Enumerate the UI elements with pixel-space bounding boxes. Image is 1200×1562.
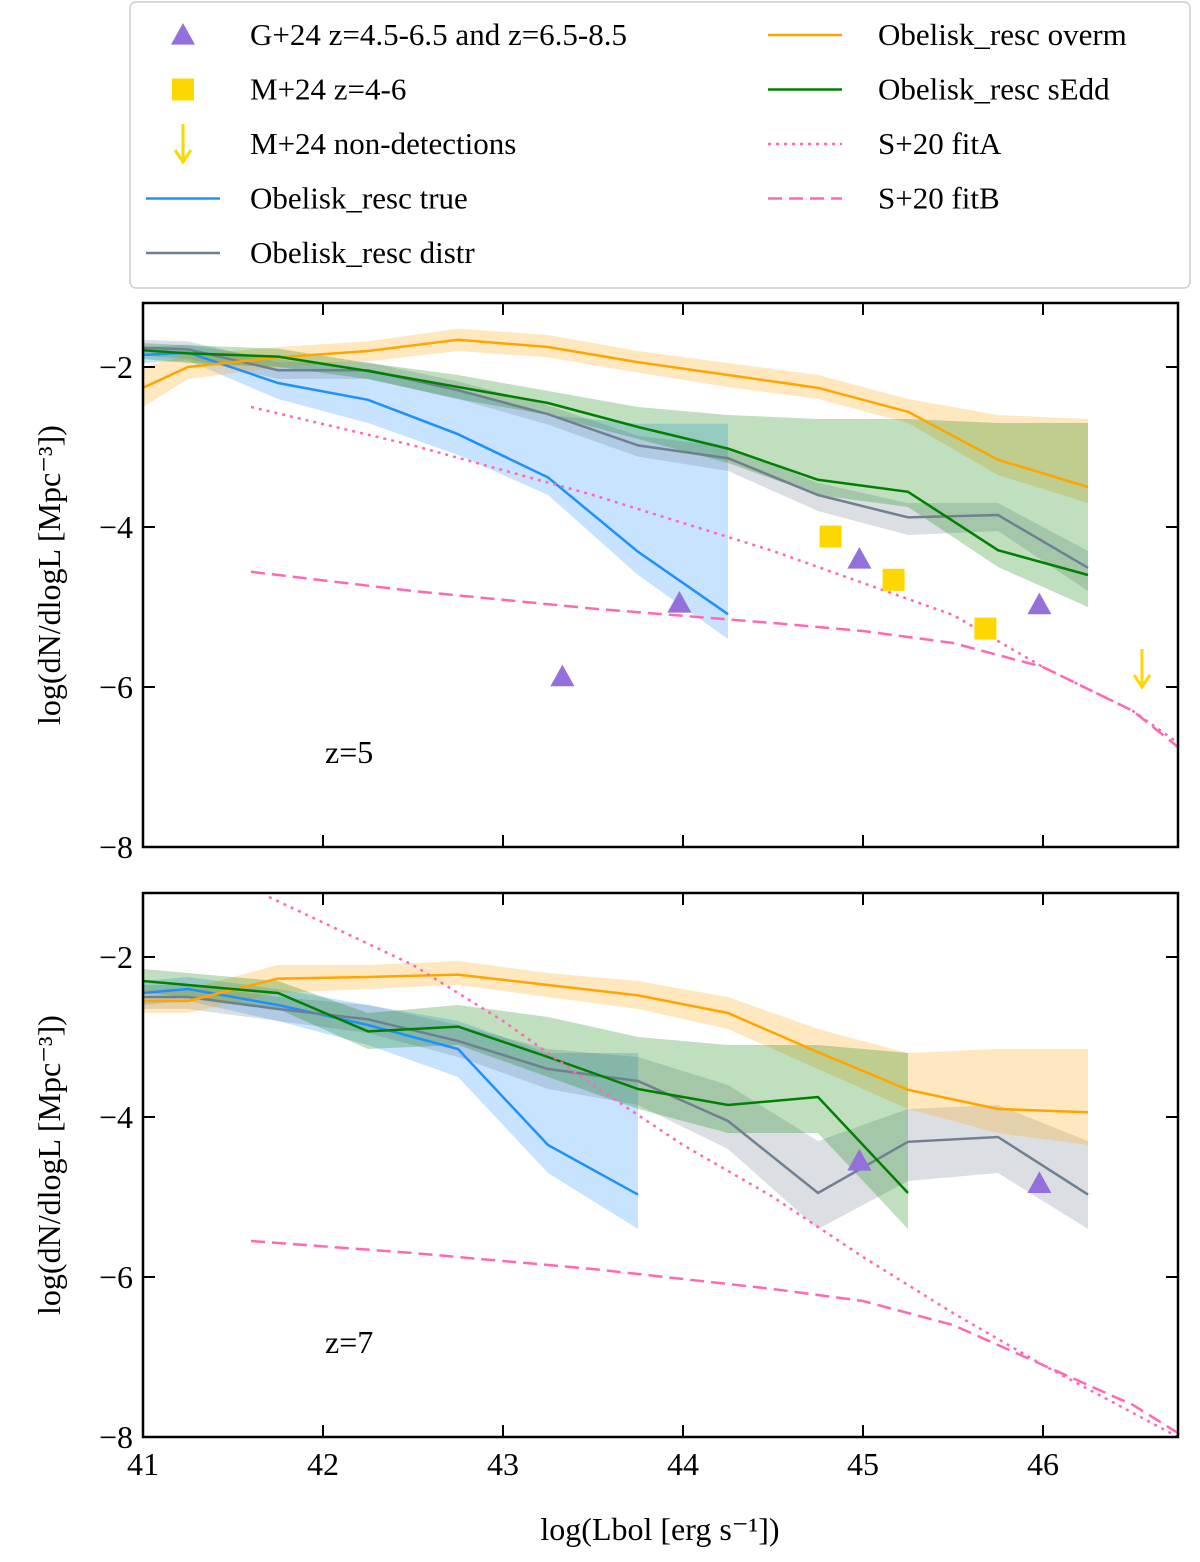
- arrow-marker: [1132, 649, 1152, 690]
- x-tick-label: 45: [847, 1446, 879, 1482]
- triangle-marker: [847, 547, 872, 569]
- y-tick-label: −2: [99, 939, 133, 975]
- legend-label: Obelisk_resc sEdd: [878, 72, 1110, 107]
- band: [143, 343, 1088, 607]
- plot-frame: [141, 301, 1180, 849]
- x-tick-label: 41: [127, 1446, 159, 1482]
- y-tick-label: −6: [99, 669, 133, 705]
- triangle-marker: [1027, 1171, 1052, 1193]
- plot-frame: [141, 891, 1180, 1439]
- triangle-marker: [847, 1149, 872, 1171]
- line: [143, 987, 639, 1196]
- square-marker: [974, 617, 997, 640]
- arrow-marker: [173, 124, 193, 165]
- triangle-marker: [171, 23, 195, 45]
- line: [250, 570, 1178, 748]
- y-axis-label: log(dN/dlogL [Mpc⁻³]): [31, 425, 67, 725]
- y-axis-label: log(dN/dlogL [Mpc⁻³]): [31, 1015, 67, 1315]
- band: [143, 977, 638, 1229]
- y-tick-label: −2: [99, 349, 133, 385]
- line: [143, 351, 729, 616]
- line: [143, 973, 1089, 1114]
- square-marker: [172, 78, 194, 101]
- y-tick-label: −4: [99, 509, 133, 545]
- line: [143, 346, 1089, 569]
- legend-label: S+20 fitA: [878, 126, 1002, 161]
- legend-box: [129, 1, 1191, 289]
- line: [143, 348, 1089, 577]
- triangle-marker: [550, 664, 575, 687]
- annotation: z=5: [325, 734, 373, 770]
- legend-label: M+24 z=4-6: [250, 72, 406, 107]
- line: [143, 995, 1089, 1196]
- plot-area: [143, 328, 1178, 748]
- x-tick-label: 46: [1027, 1446, 1059, 1482]
- band: [143, 344, 728, 639]
- y-tick-label: −4: [99, 1099, 133, 1135]
- x-tick-label: 44: [667, 1446, 699, 1482]
- line: [143, 338, 1089, 489]
- x-tick-label: 43: [487, 1446, 519, 1482]
- y-tick-label: −8: [99, 1419, 133, 1455]
- legend-label: S+20 fitB: [878, 181, 1000, 216]
- y-tick-label: −6: [99, 1259, 133, 1295]
- legend-label: Obelisk_resc true: [250, 181, 468, 216]
- square-marker: [819, 525, 842, 548]
- legend-label: Obelisk_resc distr: [250, 235, 475, 270]
- triangle-marker: [1027, 592, 1052, 615]
- band: [143, 969, 908, 1229]
- line: [250, 1239, 1178, 1435]
- triangle-marker: [667, 591, 692, 613]
- annotation: z=7: [325, 1324, 373, 1360]
- square-marker: [882, 568, 905, 591]
- band: [143, 328, 1088, 503]
- arrow-head: [1132, 674, 1152, 690]
- legend-label: Obelisk_resc overm: [878, 17, 1127, 52]
- x-axis-label: log(Lbol [erg s⁻¹]): [540, 1511, 779, 1547]
- plot-area: [143, 895, 1178, 1437]
- band: [143, 961, 1088, 1145]
- legend-label: G+24 z=4.5-6.5 and z=6.5-8.5: [250, 17, 627, 52]
- y-tick-label: −8: [99, 829, 133, 865]
- band: [143, 339, 1088, 591]
- x-tick-label: 42: [307, 1446, 339, 1482]
- arrow-head: [173, 149, 193, 165]
- line: [143, 979, 909, 1194]
- legend-label: M+24 non-detections: [250, 126, 516, 161]
